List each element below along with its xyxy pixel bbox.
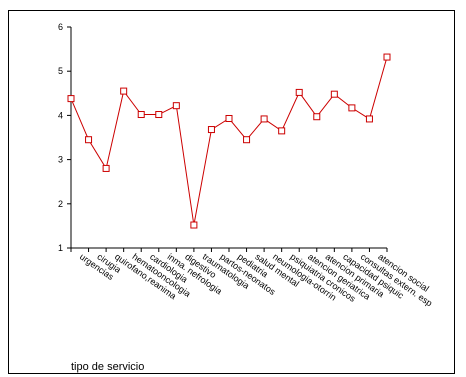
data-point [120, 87, 128, 95]
data-point [225, 114, 233, 122]
data-point [190, 221, 198, 229]
data-point [243, 136, 251, 144]
y-tick-label: 4 [58, 110, 63, 120]
x-axis-ticks: urgenciascirugiaquirofano,reanimahematoo… [70, 248, 434, 308]
series [67, 53, 391, 229]
y-tick-label: 3 [58, 155, 63, 165]
data-point [172, 102, 180, 110]
data-point [313, 113, 321, 121]
data-point [137, 111, 145, 119]
y-tick-label: 6 [58, 22, 63, 32]
y-tick-label: 1 [58, 243, 63, 253]
y-tick-label: 2 [58, 199, 63, 209]
y-axis-ticks: 1 2 3 4 5 6 [58, 22, 71, 253]
data-point [102, 164, 110, 172]
data-point [85, 136, 93, 144]
data-point [383, 53, 391, 61]
data-point [295, 88, 303, 96]
data-point [348, 104, 356, 112]
series-line [70, 56, 388, 226]
data-point [67, 95, 75, 103]
data-point [260, 115, 268, 123]
line-chart: 1 2 3 4 5 6 urgenciascirugiaquirofano,reanima… [58, 22, 434, 308]
x-axis-title: tipo de servicio [71, 361, 145, 373]
axes [70, 27, 387, 249]
chart-frame: 1 2 3 4 5 6 urgencias cirugia quirofano,reanima… [8, 10, 455, 374]
data-point [155, 111, 163, 119]
data-point [365, 115, 373, 123]
y-tick-label: 5 [58, 66, 63, 76]
data-point [207, 126, 215, 134]
data-point [278, 127, 286, 135]
data-point [330, 90, 338, 98]
